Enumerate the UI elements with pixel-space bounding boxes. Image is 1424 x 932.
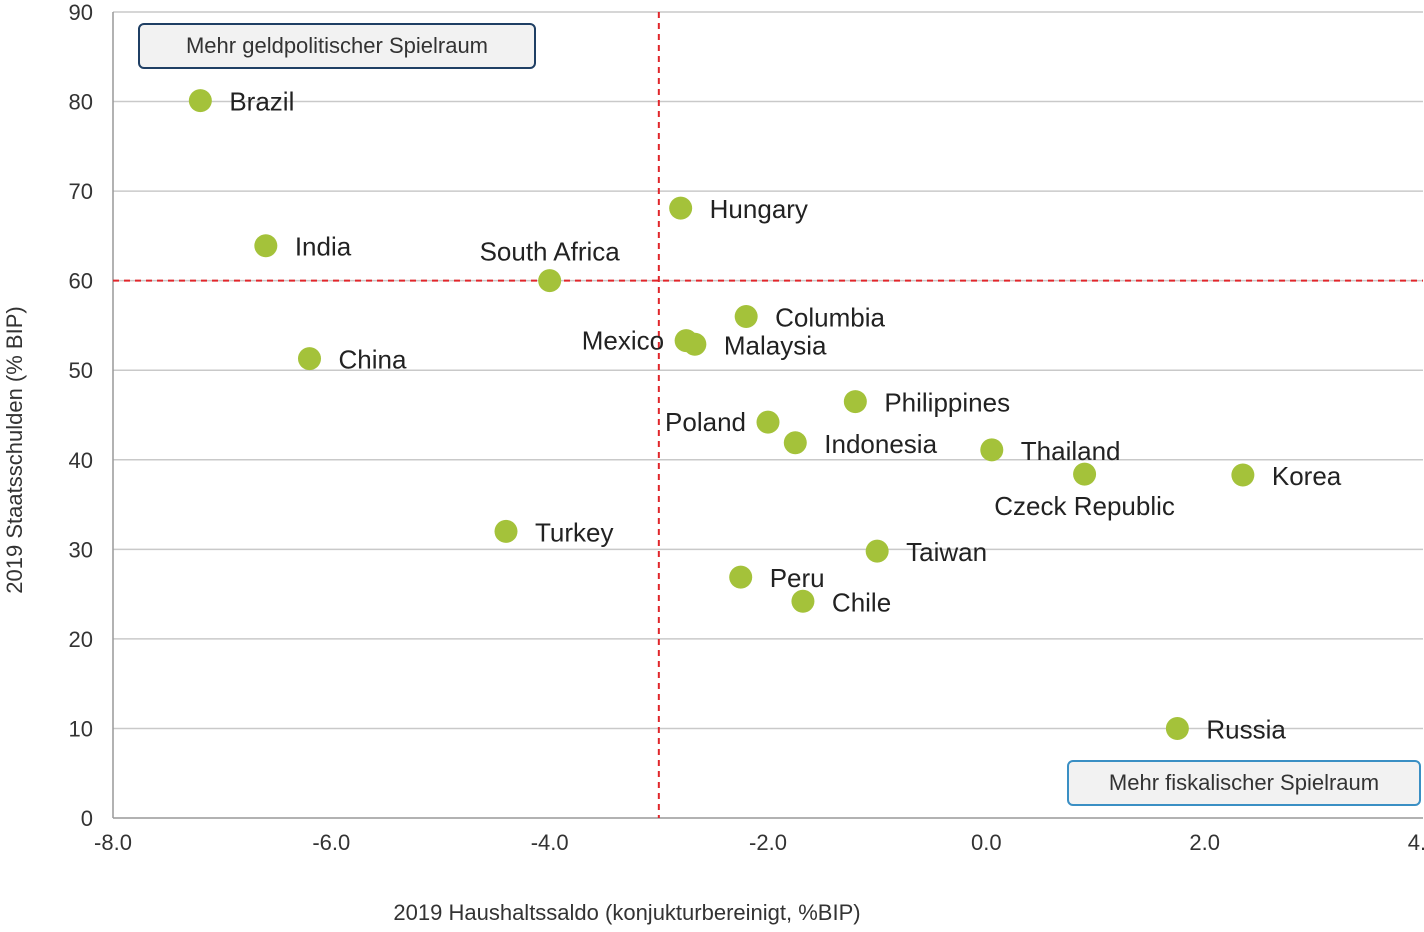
gridlines [113, 11, 1423, 730]
point-chile [791, 589, 815, 613]
point-label-malaysia: Malaysia [724, 330, 827, 360]
axes [112, 12, 1423, 819]
y-tick-label: 40 [69, 448, 93, 473]
annotation-box-monetary [138, 23, 536, 69]
point-india [254, 234, 278, 258]
y-tick-label: 20 [69, 627, 93, 652]
y-tick-label: 30 [69, 537, 93, 562]
point-label-thailand: Thailand [1021, 436, 1121, 466]
point-label-peru: Peru [770, 563, 825, 593]
x-tick-label: 0.0 [971, 830, 1002, 855]
point-south-africa [538, 269, 562, 293]
x-tick-label: 2.0 [1189, 830, 1220, 855]
point-brazil [188, 89, 212, 113]
y-tick-label: 90 [69, 0, 93, 25]
point-indonesia [783, 431, 807, 455]
y-tick-label: 80 [69, 90, 93, 115]
point-korea [1231, 463, 1255, 487]
y-axis-title: 2019 Staatsschulden (% BIP) [2, 306, 27, 593]
x-tick-label: -4.0 [531, 830, 569, 855]
data-points [188, 89, 1255, 740]
point-labels: Brazil India China South Africa Turkey Hungar… [229, 87, 1341, 745]
point-peru [729, 565, 753, 589]
point-label-taiwan: Taiwan [906, 537, 987, 567]
point-hungary [669, 196, 693, 220]
x-tick-label: -8.0 [94, 830, 132, 855]
point-thailand [980, 438, 1004, 462]
point-label-china: China [339, 345, 407, 375]
point-label-brazil: Brazil [229, 87, 294, 117]
annotation-box-fiscal [1067, 760, 1421, 806]
point-label-czeck-republic: Czeck Republic [994, 491, 1175, 521]
point-label-india: India [295, 232, 352, 262]
annotation-boxes: Mehr geldpolitischer Spielraum Mehr fisk… [138, 23, 1421, 806]
point-label-indonesia: Indonesia [824, 429, 937, 459]
point-label-columbia: Columbia [775, 302, 885, 332]
y-tick-label: 0 [81, 806, 93, 831]
y-tick-label: 70 [69, 179, 93, 204]
x-tick-label: 4.0 [1408, 830, 1424, 855]
tick-labels: 0 10 20 30 40 50 60 70 80 90 -8.0 -6.0 -4.0 -2.0 0.0 2.… [69, 0, 1424, 855]
reference-lines [113, 12, 1423, 818]
point-label-korea: Korea [1272, 461, 1342, 491]
point-label-hungary: Hungary [710, 194, 808, 224]
point-label-chile: Chile [832, 587, 891, 617]
point-russia [1165, 716, 1189, 740]
x-tick-label: -2.0 [749, 830, 787, 855]
point-philippines [843, 390, 867, 414]
point-label-mexico: Mexico [582, 326, 664, 356]
y-tick-label: 10 [69, 716, 93, 741]
annotation-text-fiscal: Mehr fiskalischer Spielraum [1109, 770, 1379, 795]
point-malaysia [683, 332, 707, 356]
x-axis-title: 2019 Haushaltssaldo (konjukturbereinigt,… [393, 900, 860, 925]
point-label-philippines: Philippines [884, 388, 1010, 418]
point-label-poland: Poland [665, 407, 746, 437]
point-china [298, 347, 321, 371]
point-poland [756, 410, 780, 434]
y-tick-label: 60 [69, 269, 93, 294]
point-label-turkey: Turkey [535, 517, 614, 547]
annotation-text-monetary: Mehr geldpolitischer Spielraum [186, 33, 488, 58]
point-label-south-africa: South Africa [480, 237, 621, 267]
point-columbia [734, 304, 758, 328]
point-taiwan [865, 539, 889, 563]
point-turkey [494, 519, 518, 543]
point-czeck-republic [1073, 462, 1097, 486]
point-label-russia: Russia [1206, 714, 1286, 744]
y-tick-label: 50 [69, 358, 93, 383]
x-tick-label: -6.0 [312, 830, 350, 855]
